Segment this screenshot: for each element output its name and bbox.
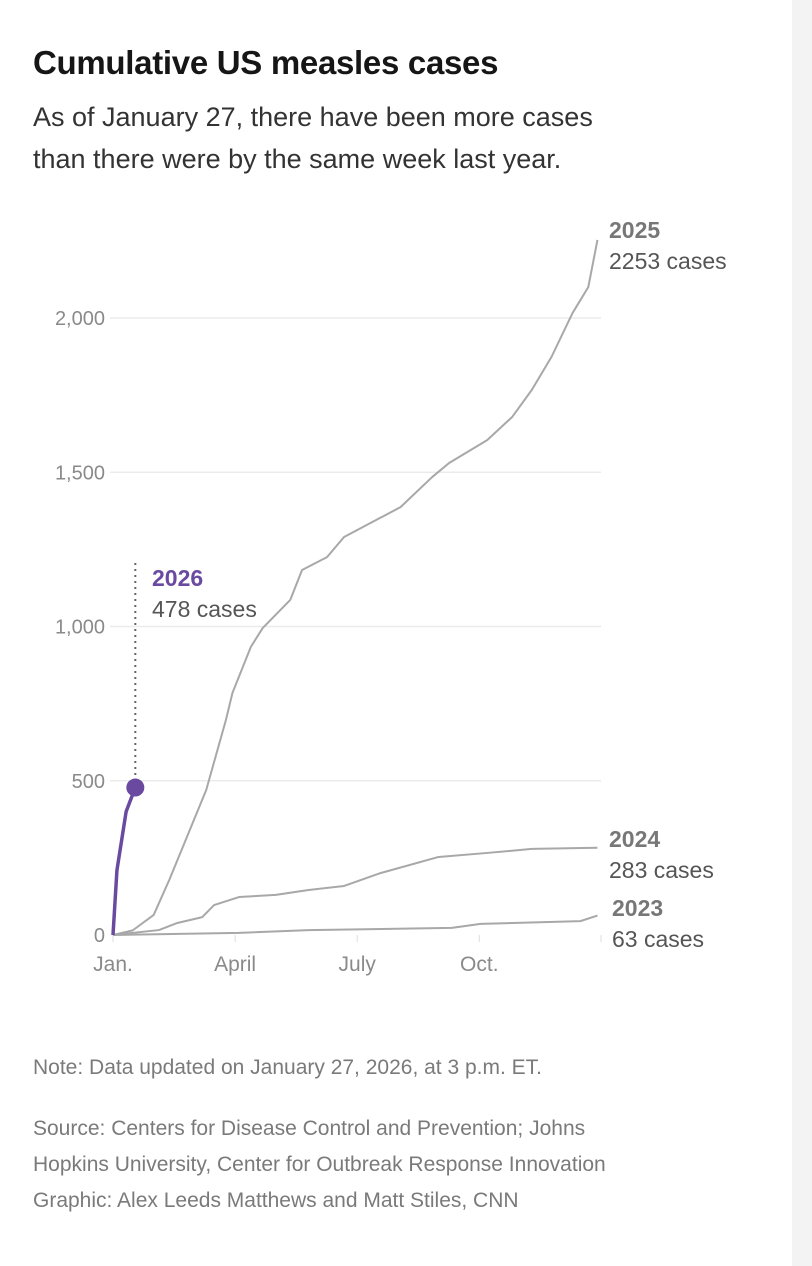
series-label: 2024 — [609, 826, 660, 852]
x-tick-label: Oct. — [460, 953, 499, 976]
y-tick-label: 0 — [94, 925, 105, 947]
chart-subtitle: As of January 27, there have been more c… — [33, 96, 713, 180]
series-line-2023 — [112, 914, 598, 936]
page-edge — [792, 0, 812, 1266]
end-point-marker — [126, 778, 145, 797]
x-tick-label: July — [339, 953, 377, 976]
y-tick-label: 2,000 — [55, 308, 105, 330]
series-end-value: 478 cases — [152, 596, 257, 622]
series-label: 2025 — [609, 217, 660, 243]
subtitle-line: than there were by the same week last ye… — [33, 144, 562, 174]
note: Note: Data updated on January 27, 2026, … — [33, 1056, 542, 1079]
series-end-value: 283 cases — [609, 857, 714, 883]
series-line-2025 — [112, 239, 599, 936]
x-tick-label: Jan. — [93, 953, 133, 976]
y-tick-label: 1,500 — [55, 462, 105, 484]
source-line: Hopkins University, Center for Outbreak … — [33, 1153, 606, 1176]
series-end-value: 63 cases — [612, 926, 704, 952]
chart-title: Cumulative US measles cases — [33, 44, 499, 81]
series-label: 2023 — [612, 895, 663, 921]
credit-line: Graphic: Alex Leeds Matthews and Matt St… — [33, 1189, 519, 1212]
series-label: 2026 — [152, 565, 203, 591]
series-end-value: 2253 cases — [609, 248, 727, 274]
source-line: Source: Centers for Disease Control and … — [33, 1117, 586, 1140]
x-tick-label: April — [214, 953, 256, 976]
y-tick-label: 1,000 — [55, 617, 105, 639]
series-line-2024 — [112, 846, 598, 936]
subtitle-line: As of January 27, there have been more c… — [33, 102, 593, 132]
y-tick-label: 500 — [72, 771, 105, 793]
series-line-2026 — [111, 786, 137, 936]
source: Source: Centers for Disease Control and … — [33, 1111, 606, 1219]
